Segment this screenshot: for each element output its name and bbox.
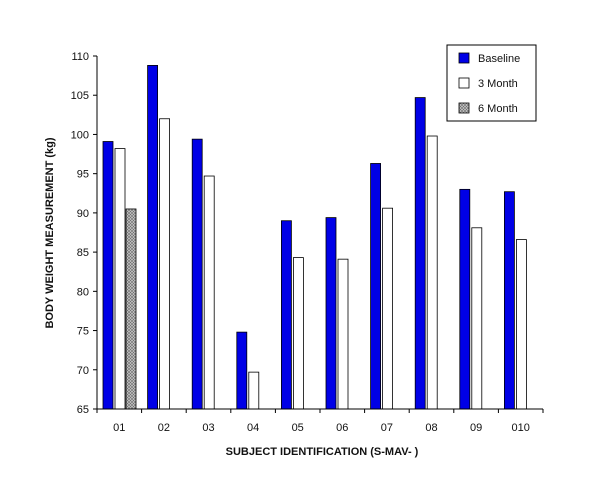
bar-3-month-08 [426,135,438,410]
bar-baseline-06 [325,217,337,410]
y-tick-label: 70 [77,365,89,377]
x-tick-label: 05 [292,422,304,434]
x-tick-label: 06 [336,422,348,434]
y-tick-label: 80 [77,286,89,298]
x-tick-label: 07 [381,422,393,434]
bar-3-month-010 [516,239,527,410]
bar-baseline-05 [280,220,292,410]
bar-6-month-01 [125,208,137,410]
bar-baseline-09 [459,188,471,410]
bar-baseline-04 [236,331,248,410]
y-tick-label: 65 [77,404,89,416]
bar-3-month-05 [292,257,304,410]
legend-swatch-3-month [458,77,470,89]
x-tick-label: 010 [512,422,530,434]
x-tick-label: 01 [113,422,125,434]
legend-label-3-month: 3 Month [478,78,518,90]
legend-label-baseline: Baseline [478,53,520,65]
y-tick-label: 100 [71,129,89,141]
bar-baseline-010 [503,191,515,410]
x-axis-title: SUBJECT IDENTIFICATION (S-MAV- ) [226,446,419,458]
y-tick-label: 105 [71,90,89,102]
bar-baseline-03 [191,138,203,410]
x-tick-labels: 01 02 03 04 05 06 07 08 09 010 [113,422,530,434]
bars-group [102,65,527,410]
y-tick-label: 75 [77,326,89,338]
legend-swatch-6-month [458,102,470,114]
bar-3-month-03 [203,175,215,410]
bar-baseline-08 [414,97,426,410]
bar-3-month-01 [114,148,126,410]
y-axis-title: BODY WEIGHT MEASUREMENT (kg) [44,137,56,328]
y-tick-label: 90 [77,208,89,220]
x-tick-label: 04 [247,422,259,434]
x-tick-label: 03 [202,422,214,434]
legend-label-6-month: 6 Month [478,103,518,115]
y-tick-label: 110 [71,51,89,63]
bar-3-month-06 [337,258,349,410]
y-tick-label: 95 [77,169,89,181]
bar-3-month-09 [471,227,483,410]
x-tick-label: 08 [425,422,437,434]
y-tick-labels: 65 70 75 80 85 90 95 100 105 110 [71,51,89,416]
axes-group [93,55,544,413]
bar-3-month-04 [248,371,260,410]
legend-swatch-baseline [458,52,470,64]
y-tick-label: 85 [77,247,89,259]
bar-3-month-02 [159,118,171,410]
x-tick-label: 02 [158,422,170,434]
legend: Baseline 3 Month 6 Month [446,44,537,122]
bar-3-month-07 [382,207,394,410]
bar-baseline-02 [147,65,159,410]
bar-baseline-07 [370,163,382,410]
bar-baseline-01 [102,141,114,410]
x-tick-label: 09 [470,422,482,434]
